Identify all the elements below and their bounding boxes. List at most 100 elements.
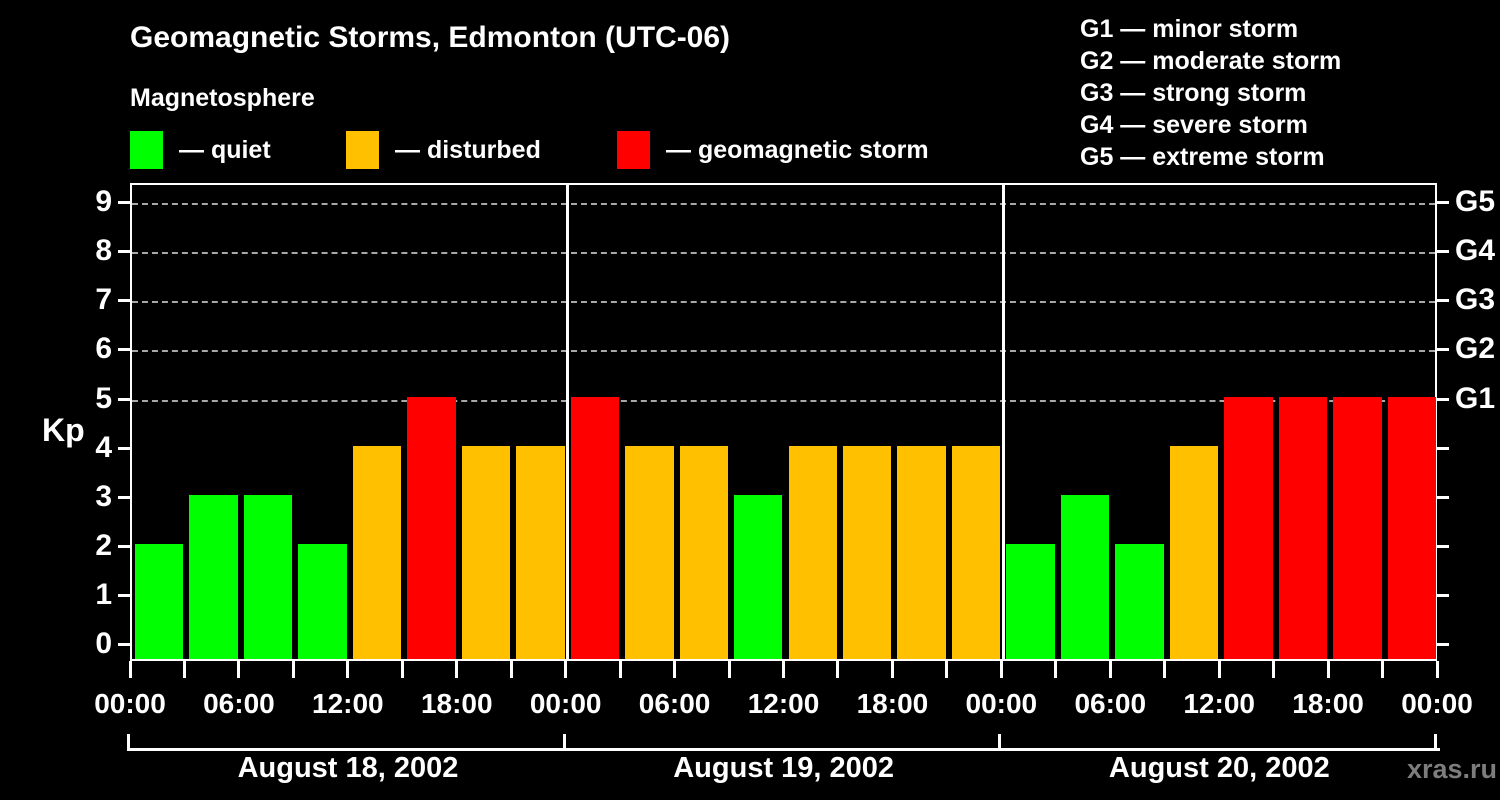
x-axis-tick [618,661,622,678]
x-tick-label: 00:00 [1401,688,1473,719]
y-axis-tick [118,299,130,303]
y-tick-label: 8 [95,234,112,268]
g-scale-legend-line: G1 — minor storm [1080,15,1299,43]
gridline-kp5 [132,399,1435,402]
x-axis-tick [673,661,677,678]
kp-bar-quiet [243,494,293,659]
kp-bar-quiet [1006,543,1055,659]
y-axis-tick [118,250,130,254]
y-tick-label: 0 [95,627,112,660]
x-tick-label: 06:00 [1074,688,1147,719]
gridline-kp7 [132,301,1435,304]
g-scale-legend-line: G3 — strong storm [1080,79,1307,107]
kp-bar-storm [407,396,456,659]
kp-bar-disturbed [625,445,674,659]
x-tick-label: 12:00 [312,688,384,719]
y-axis-tick [118,593,130,597]
y-tick-label: 6 [95,332,112,366]
x-tick-label: 12:00 [1183,688,1255,719]
kp-bar-disturbed [679,445,729,659]
right-axis-tick [1437,544,1449,548]
kp-bar-disturbed [516,445,565,659]
x-axis-tick [400,661,404,678]
x-axis-tick [1108,661,1112,678]
y-tick-label: 2 [95,528,112,562]
x-axis-tick [509,661,513,678]
right-axis-tick [1437,201,1449,205]
chart-subtitle: Magnetosphere [130,84,315,112]
g-tick-label: G1 [1455,381,1496,415]
x-axis-tick [727,661,731,678]
right-axis-tick [1437,348,1449,352]
y-tick-label: 3 [95,479,112,513]
legend-item-label: — quiet [179,135,271,164]
legend-item-quiet: — quiet [130,131,271,169]
x-axis-tick [1381,661,1385,678]
kp-bar-quiet [1060,494,1110,659]
kp-bar-disturbed [788,445,837,659]
date-bracket-riser [127,734,130,751]
x-axis-tick [128,661,132,678]
chart-title: Geomagnetic Storms, Edmonton (UTC-06) [130,21,731,54]
x-axis-tick [1435,661,1439,678]
gridline-kp8 [132,252,1435,255]
g-tick-label: G4 [1455,234,1496,268]
kp-bar-disturbed [461,445,511,659]
right-axis-tick [1437,397,1449,401]
kp-bar-storm [1333,396,1382,659]
kp-bar-disturbed [951,445,1001,659]
y-tick-label: 9 [95,185,112,219]
date-bracket-riser [1434,734,1437,751]
y-tick-label: 7 [95,283,112,317]
kp-bar-disturbed [1169,445,1219,659]
date-label: August 19, 2002 [673,752,895,784]
kp-bar-disturbed [842,445,892,659]
x-tick-label: 00:00 [94,688,166,719]
y-axis-tick [118,446,130,450]
day-separator-line [1001,185,1005,659]
disturbed-color-swatch [346,131,379,169]
date-label: August 20, 2002 [1108,752,1330,784]
date-bracket-riser [998,734,1002,751]
day-separator-line [566,185,570,659]
g-scale-legend-line: G4 — severe storm [1080,111,1308,139]
y-tick-label: 5 [95,381,112,415]
kp-bar-storm [1278,396,1328,659]
right-axis-tick [1437,643,1449,646]
storm-color-swatch [617,131,650,169]
x-axis-tick [346,661,350,678]
kp-bar-storm [1387,396,1436,659]
x-tick-label: 00:00 [529,688,602,719]
x-axis-tick [564,661,568,678]
x-axis-tick [1217,661,1221,678]
x-tick-label: 18:00 [1292,688,1364,719]
right-axis-tick [1437,299,1449,303]
x-axis-tick [1163,661,1167,678]
x-axis-tick [1326,661,1330,678]
y-axis-label: Kp [42,412,85,448]
x-axis-tick [999,661,1003,678]
x-axis-tick [836,661,840,678]
g-tick-label: G3 [1455,283,1496,317]
y-axis-tick [118,397,130,401]
y-tick-label: 1 [95,577,112,611]
right-axis-tick [1437,495,1449,499]
g-scale-legend-line: G2 — moderate storm [1080,47,1342,75]
kp-bar-disturbed [897,445,946,659]
x-axis-tick [237,661,241,678]
g-scale-legend: G1 — minor storm G2 — moderate storm G3 — … [1080,13,1341,173]
x-axis-tick [782,661,785,678]
kp-bar-quiet [189,494,238,659]
legend-item-label: — geomagnetic storm [666,135,929,164]
y-axis-tick [118,201,130,205]
x-axis-tick [1272,661,1276,678]
date-bracket-line [127,748,1440,751]
kp-bar-quiet [135,543,184,659]
kp-bar-quiet [734,494,783,659]
y-axis-tick [118,495,130,499]
y-axis-tick [118,348,130,352]
x-tick-label: 06:00 [638,688,711,719]
g-tick-label: G2 [1455,332,1496,366]
kp-bar-quiet [1115,543,1164,659]
right-axis-tick [1437,250,1449,254]
